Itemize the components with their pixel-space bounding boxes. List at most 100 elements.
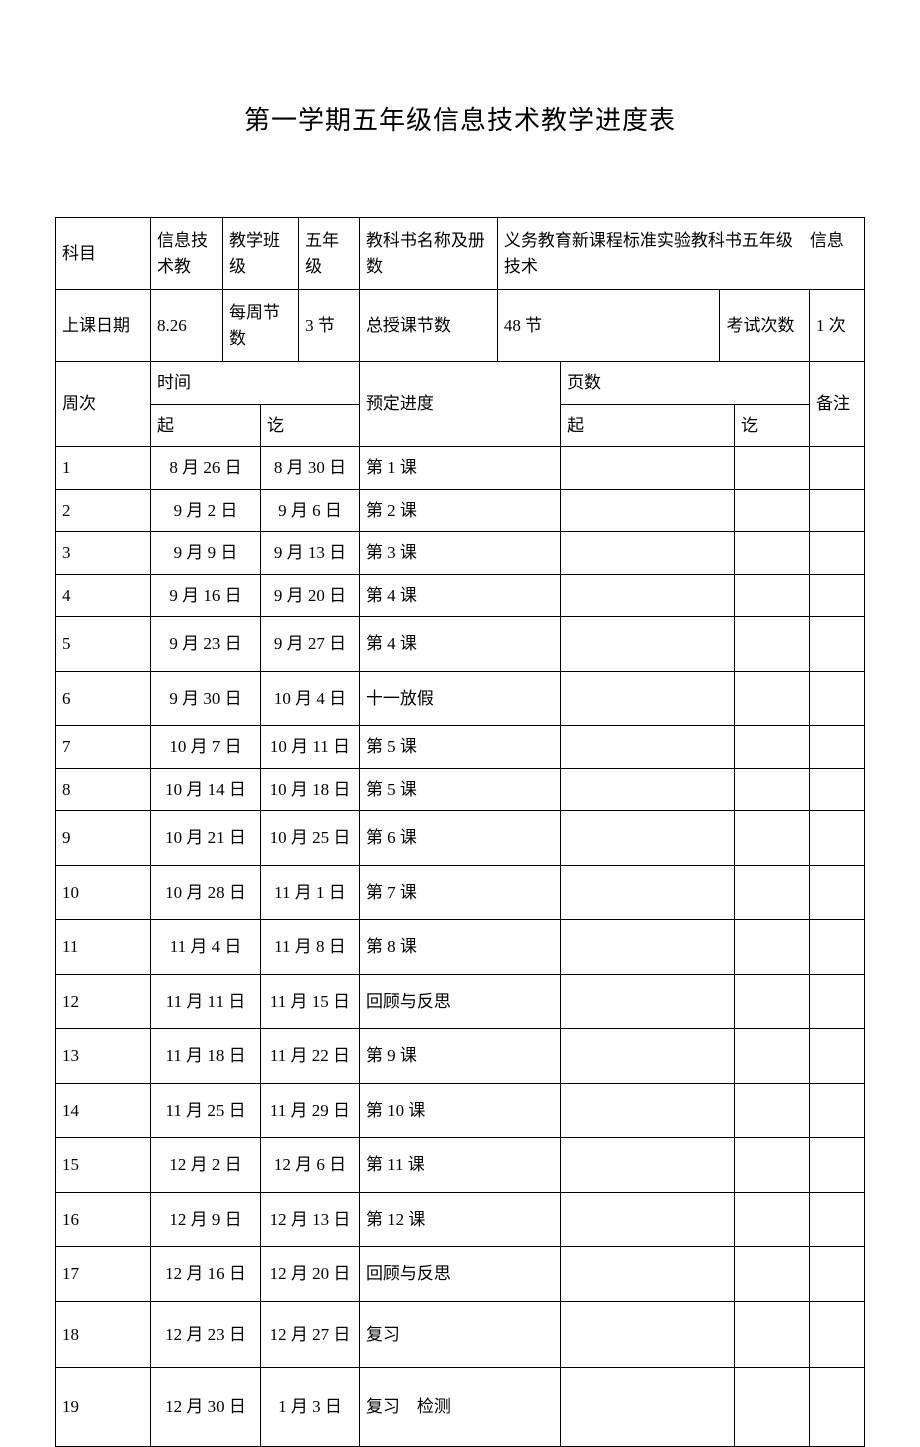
page-to-cell [735, 532, 810, 575]
exam-count-value: 1 次 [810, 290, 865, 362]
header-row-1: 科目 信息技术教 教学班级 五年级 教科书名称及册数 义务教育新课程标准实验教科… [56, 218, 865, 290]
date-to-cell: 8 月 30 日 [261, 447, 360, 490]
page-from-cell [561, 768, 735, 811]
date-from-cell: 10 月 14 日 [151, 768, 261, 811]
page-from-cell [561, 447, 735, 490]
page-from-cell [561, 865, 735, 920]
page-to-cell [735, 617, 810, 672]
time-label: 时间 [151, 362, 360, 405]
table-row: 1812 月 23 日12 月 27 日复习 [56, 1301, 865, 1368]
page-to-cell [735, 811, 810, 866]
table-row: 1111 月 4 日11 月 8 日第 8 课 [56, 920, 865, 975]
week-cell: 19 [56, 1368, 151, 1447]
page-from-cell [561, 726, 735, 769]
table-row: 59 月 23 日9 月 27 日第 4 课 [56, 617, 865, 672]
date-from-cell: 9 月 30 日 [151, 671, 261, 726]
page-title: 第一学期五年级信息技术教学进度表 [55, 100, 865, 137]
page-from-cell [561, 811, 735, 866]
remark-cell [810, 574, 865, 617]
week-cell: 3 [56, 532, 151, 575]
week-cell: 12 [56, 974, 151, 1029]
table-row: 39 月 9 日9 月 13 日第 3 课 [56, 532, 865, 575]
progress-cell: 第 11 课 [359, 1138, 560, 1193]
date-from-cell: 12 月 16 日 [151, 1247, 261, 1302]
page-to-cell [735, 447, 810, 490]
date-to-cell: 9 月 27 日 [261, 617, 360, 672]
remark-label: 备注 [810, 362, 865, 447]
week-cell: 13 [56, 1029, 151, 1084]
remark-cell [810, 1029, 865, 1084]
page-to-cell [735, 1368, 810, 1447]
table-row: 810 月 14 日10 月 18 日第 5 课 [56, 768, 865, 811]
page-from-cell [561, 574, 735, 617]
subject-value: 信息技术教 [151, 218, 223, 290]
progress-cell: 第 10 课 [359, 1083, 560, 1138]
progress-cell: 第 5 课 [359, 726, 560, 769]
remark-cell [810, 1368, 865, 1447]
progress-cell: 第 3 课 [359, 532, 560, 575]
progress-cell: 第 2 课 [359, 489, 560, 532]
table-row: 1512 月 2 日12 月 6 日第 11 课 [56, 1138, 865, 1193]
textbook-value: 义务教育新课程标准实验教科书五年级 信息技术 [497, 218, 864, 290]
date-to-cell: 10 月 18 日 [261, 768, 360, 811]
remark-cell [810, 1301, 865, 1368]
progress-cell: 回顾与反思 [359, 1247, 560, 1302]
date-to-cell: 11 月 1 日 [261, 865, 360, 920]
remark-cell [810, 1247, 865, 1302]
date-from-cell: 10 月 21 日 [151, 811, 261, 866]
week-cell: 4 [56, 574, 151, 617]
time-from-label: 起 [151, 404, 261, 447]
table-row: 29 月 2 日9 月 6 日第 2 课 [56, 489, 865, 532]
date-from-cell: 12 月 2 日 [151, 1138, 261, 1193]
page-to-cell [735, 1247, 810, 1302]
schedule-table: 科目 信息技术教 教学班级 五年级 教科书名称及册数 义务教育新课程标准实验教科… [55, 217, 865, 1447]
progress-cell: 复习 检测 [359, 1368, 560, 1447]
page-from-cell [561, 1368, 735, 1447]
week-cell: 17 [56, 1247, 151, 1302]
date-from-cell: 11 月 4 日 [151, 920, 261, 975]
date-from-cell: 8 月 26 日 [151, 447, 261, 490]
progress-cell: 第 9 课 [359, 1029, 560, 1084]
page-to-cell [735, 768, 810, 811]
header-row-3: 周次 时间 预定进度 页数 备注 [56, 362, 865, 405]
remark-cell [810, 865, 865, 920]
page-to-cell [735, 865, 810, 920]
remark-cell [810, 974, 865, 1029]
page-to-cell [735, 1138, 810, 1193]
class-label: 教学班级 [222, 218, 298, 290]
subject-label: 科目 [56, 218, 151, 290]
week-cell: 7 [56, 726, 151, 769]
date-from-cell: 10 月 28 日 [151, 865, 261, 920]
progress-cell: 第 8 课 [359, 920, 560, 975]
textbook-label: 教科书名称及册数 [359, 218, 497, 290]
week-cell: 18 [56, 1301, 151, 1368]
page-from-cell [561, 920, 735, 975]
pages-to-label: 讫 [735, 404, 810, 447]
week-cell: 14 [56, 1083, 151, 1138]
table-row: 710 月 7 日10 月 11 日第 5 课 [56, 726, 865, 769]
page-to-cell [735, 1029, 810, 1084]
page-to-cell [735, 974, 810, 1029]
date-to-cell: 11 月 8 日 [261, 920, 360, 975]
exam-count-label: 考试次数 [720, 290, 810, 362]
header-row-2: 上课日期 8.26 每周节数 3 节 总授课节数 48 节 考试次数 1 次 [56, 290, 865, 362]
table-row: 1010 月 28 日11 月 1 日第 7 课 [56, 865, 865, 920]
remark-cell [810, 726, 865, 769]
date-from-cell: 11 月 25 日 [151, 1083, 261, 1138]
page-from-cell [561, 1192, 735, 1247]
page-to-cell [735, 574, 810, 617]
date-from-cell: 9 月 9 日 [151, 532, 261, 575]
week-cell: 1 [56, 447, 151, 490]
remark-cell [810, 447, 865, 490]
page-from-cell [561, 1029, 735, 1084]
page-from-cell [561, 489, 735, 532]
date-to-cell: 11 月 15 日 [261, 974, 360, 1029]
date-to-cell: 11 月 22 日 [261, 1029, 360, 1084]
week-cell: 16 [56, 1192, 151, 1247]
remark-cell [810, 489, 865, 532]
table-row: 18 月 26 日8 月 30 日第 1 课 [56, 447, 865, 490]
progress-cell: 第 4 课 [359, 617, 560, 672]
page-to-cell [735, 1301, 810, 1368]
progress-label: 预定进度 [359, 362, 560, 447]
page-to-cell [735, 726, 810, 769]
